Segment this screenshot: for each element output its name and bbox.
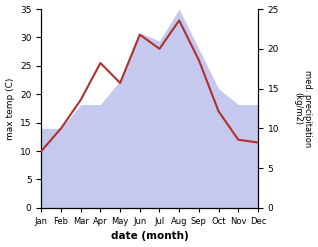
X-axis label: date (month): date (month) xyxy=(111,231,189,242)
Y-axis label: med. precipitation
(kg/m2): med. precipitation (kg/m2) xyxy=(293,70,313,147)
Y-axis label: max temp (C): max temp (C) xyxy=(5,77,15,140)
